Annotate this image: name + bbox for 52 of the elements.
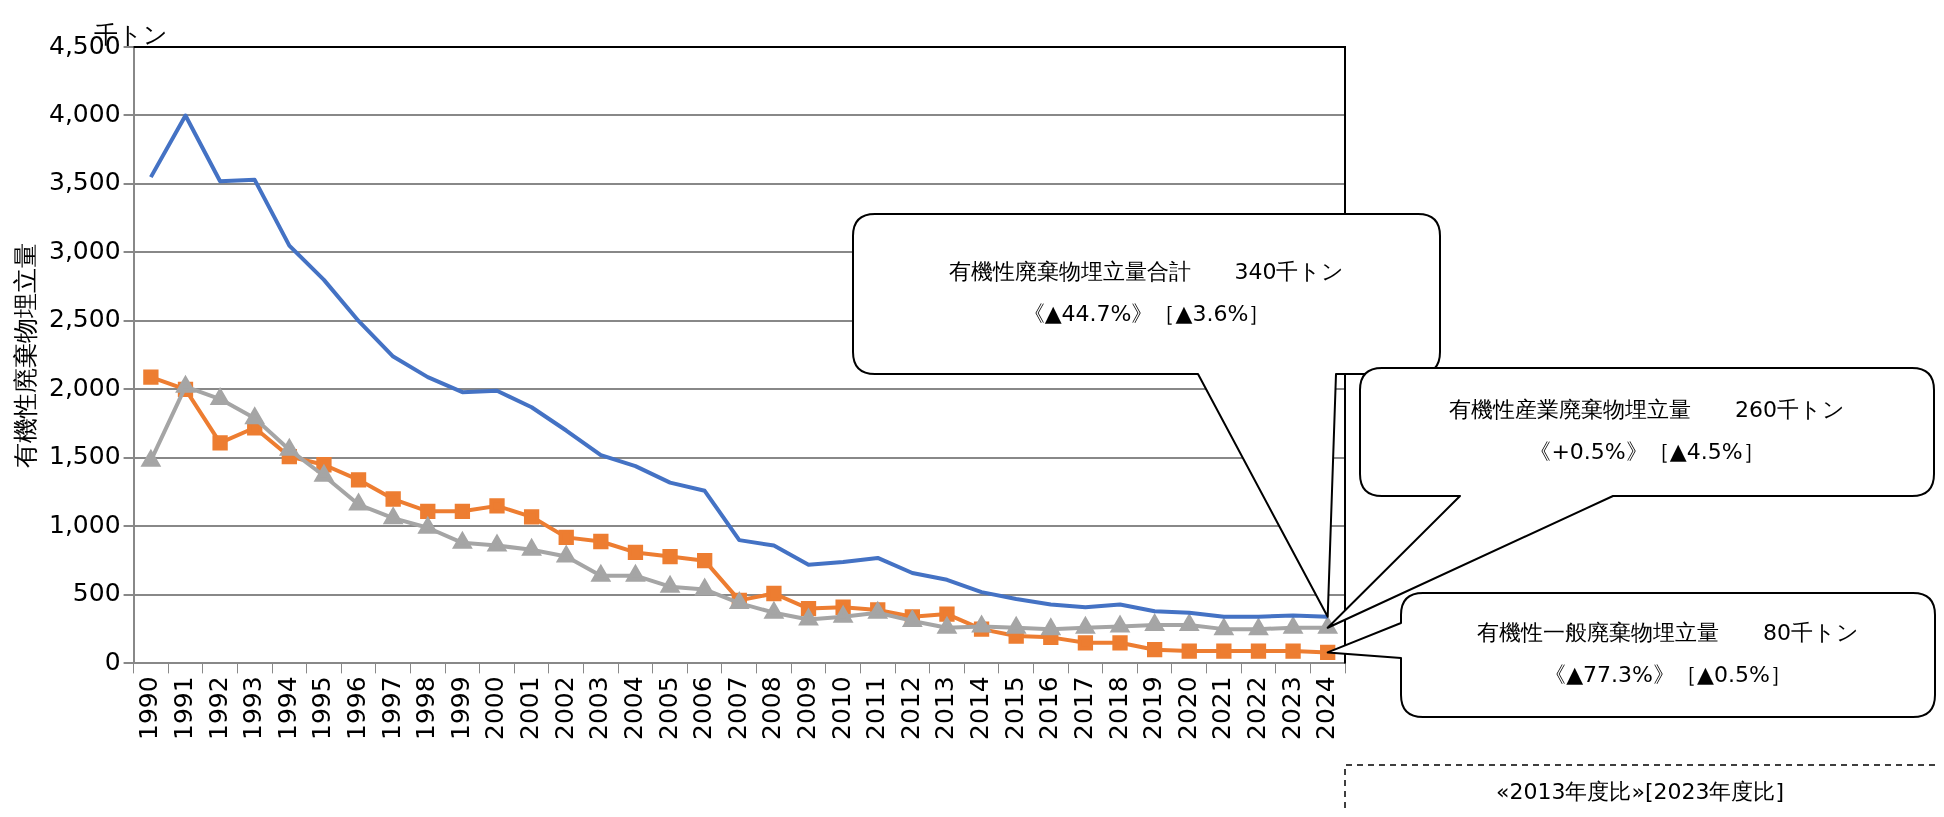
annotation: 《▲44.7%》［▲3.6%］: [1022, 301, 1271, 326]
y-tick-label: 1,000: [48, 509, 121, 539]
text: «2013年度比»[2023年度比]: [1495, 778, 1785, 804]
x-tick-label: 1996: [342, 676, 372, 740]
x-tick-label: 2006: [688, 676, 718, 740]
x-tick-label: 2004: [618, 676, 648, 740]
x-tick-label: 1992: [203, 676, 233, 740]
y-tick-label: 3,500: [48, 167, 121, 197]
x-tick-label: 2022: [1241, 676, 1271, 740]
x-tick-label: 2000: [480, 676, 510, 740]
x-tick-label: 1994: [272, 676, 302, 740]
y-tick-label: 1,500: [48, 441, 121, 471]
y-tick-label: 2,500: [48, 304, 121, 334]
x-tick-label: 2001: [515, 676, 545, 740]
x-tick-label: 2009: [792, 676, 822, 740]
y-axis-title: 有機性廃棄物埋立量: [10, 242, 40, 468]
x-tick-label: 2021: [1207, 676, 1237, 740]
x-tick-label: 1998: [411, 676, 441, 740]
x-tick-label: 2012: [895, 676, 925, 740]
text: 有機性産業廃棄物埋立量 260千トン: [1449, 397, 1845, 422]
x-tick-label: 2003: [584, 676, 614, 740]
x-tick-label: 2002: [549, 676, 579, 740]
x-tick-label: 2011: [861, 676, 891, 740]
text: 《+0.5%》［▲4.5%］: [1529, 439, 1765, 464]
x-tick-label: 2007: [722, 676, 752, 740]
x-tick-label: 2014: [965, 676, 995, 740]
x-tick-label: 1997: [376, 676, 406, 740]
y-tick-label: 2,000: [48, 372, 121, 402]
x-tick-label: 2016: [1034, 676, 1064, 740]
text: 有機性一般廃棄物埋立量 80千トン: [1477, 620, 1859, 645]
x-tick-label: 2020: [1172, 676, 1202, 740]
x-tick-label: 2008: [757, 676, 787, 740]
y-tick-label: 4,000: [48, 98, 121, 128]
x-tick-label: 2010: [826, 676, 856, 740]
x-tick-label: 2015: [999, 676, 1029, 740]
x-tick-label: 2023: [1276, 676, 1306, 740]
x-tick-label: 2024: [1311, 676, 1341, 740]
x-tick-label: 1991: [168, 676, 198, 740]
x-tick-label: 2005: [653, 676, 683, 740]
x-tick-label: 1995: [307, 676, 337, 740]
x-tick-label: 2018: [1103, 676, 1133, 740]
x-tick-label: 1990: [134, 676, 164, 740]
text: 《▲77.3%》［▲0.5%］: [1544, 662, 1792, 687]
y-tick-label: 0: [104, 646, 121, 676]
x-tick-label: 1999: [445, 676, 475, 740]
annotation: 有機性廃棄物埋立量合計 340千トン: [948, 259, 1345, 284]
x-tick-label: 2017: [1068, 676, 1098, 740]
x-tick-label: 2019: [1138, 676, 1168, 740]
y-tick-label: 3,000: [48, 235, 121, 265]
x-tick-label: 2013: [930, 676, 960, 740]
x-tick-label: 1993: [238, 676, 268, 740]
y-tick-label: 500: [72, 578, 121, 608]
